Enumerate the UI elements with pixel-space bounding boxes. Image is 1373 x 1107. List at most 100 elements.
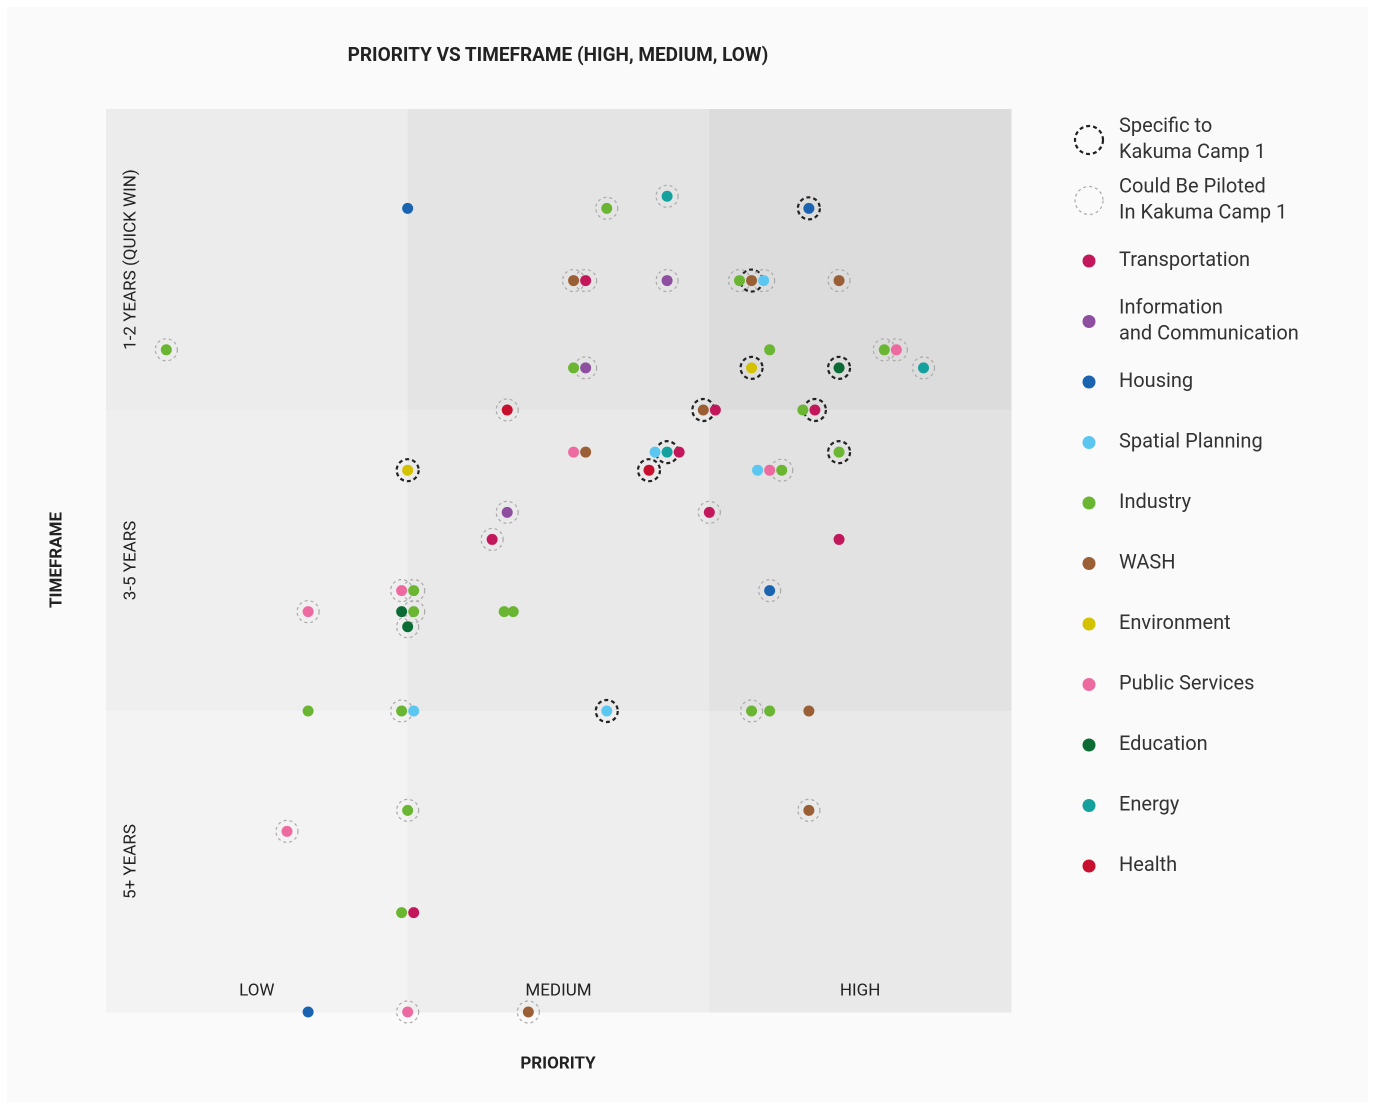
point: [643, 464, 655, 476]
point: [758, 275, 770, 287]
point: [697, 404, 709, 416]
legend-entry: Transportation: [1119, 247, 1250, 271]
legend-entry: Specific to Kakuma Camp 1: [1119, 113, 1266, 163]
legend-entry: Housing: [1119, 368, 1193, 392]
ring: [574, 356, 598, 380]
ring: [739, 699, 764, 723]
point: [803, 202, 815, 214]
ring: [574, 268, 598, 293]
legend-marker: [1082, 496, 1096, 510]
point: [797, 404, 809, 416]
legend-marker: [1082, 678, 1096, 691]
point: [402, 464, 414, 476]
chart-title: PRIORITY VS TIMEFRAME (HIGH, MEDIUM, LOW…: [348, 43, 769, 66]
y-tick-label: 5+ YEARS: [120, 824, 140, 899]
ring: [796, 196, 821, 221]
legend-entry: Health: [1119, 852, 1177, 876]
quadrant: [709, 109, 1012, 411]
point: [396, 585, 408, 597]
ring: [655, 184, 679, 208]
point: [408, 907, 420, 919]
legend-marker: [1082, 859, 1096, 873]
x-axis-title: PRIORITY: [520, 1053, 596, 1073]
ring: [154, 338, 178, 362]
point: [833, 446, 845, 458]
ring: [884, 338, 908, 362]
point: [878, 344, 890, 356]
point: [580, 275, 592, 287]
point: [408, 606, 420, 618]
point: [396, 606, 408, 618]
point: [661, 275, 673, 287]
ring: [396, 1000, 420, 1024]
legend-entry: Spatial Planning: [1119, 429, 1263, 453]
point: [408, 585, 420, 597]
ring: [296, 600, 320, 624]
quadrant: [407, 410, 710, 712]
legend-marker: [1073, 124, 1105, 156]
legend-marker: [1082, 799, 1096, 812]
ring: [802, 397, 828, 423]
point: [803, 705, 815, 717]
point: [601, 705, 613, 717]
legend-marker: [1082, 738, 1096, 752]
point: [764, 585, 776, 597]
point: [803, 804, 815, 816]
point: [809, 404, 821, 416]
point: [918, 362, 930, 374]
quadrant: [709, 410, 1012, 712]
ring: [495, 500, 519, 524]
point: [402, 1006, 414, 1018]
point: [661, 190, 673, 202]
point: [752, 464, 764, 476]
point: [408, 705, 420, 717]
ring: [826, 355, 852, 380]
y-tick-label: 1-2 YEARS (QUICK WIN): [120, 169, 140, 350]
point: [501, 404, 513, 416]
point: [764, 464, 776, 476]
quadrant: [106, 711, 409, 1013]
ring: [396, 798, 420, 822]
ring: [655, 268, 679, 293]
point: [580, 362, 592, 374]
ring: [275, 819, 299, 844]
point: [486, 533, 498, 545]
point: [661, 446, 673, 458]
legend-entry: Could Be Piloted In Kakuma Camp 1: [1119, 174, 1287, 224]
quadrant: [407, 109, 710, 411]
ring: [758, 578, 782, 603]
ring: [595, 196, 619, 220]
legend-entry: Education: [1119, 731, 1208, 755]
legend-entry: WASH: [1119, 550, 1176, 574]
point: [498, 606, 510, 618]
point: [673, 446, 685, 458]
ring: [911, 356, 936, 380]
point: [833, 533, 845, 545]
x-tick-label: MEDIUM: [525, 980, 591, 1000]
point: [764, 705, 776, 717]
quadrant: [106, 410, 409, 712]
x-tick-label: LOW: [239, 980, 274, 1000]
ring: [395, 458, 420, 483]
ring: [770, 458, 794, 482]
point: [601, 202, 613, 214]
point: [501, 506, 513, 518]
point: [703, 506, 715, 518]
ring: [402, 600, 426, 624]
y-axis-title: TIMEFRAME: [46, 512, 66, 608]
legend-marker: [1082, 617, 1096, 631]
ring: [636, 458, 662, 483]
x-tick-label: HIGH: [840, 980, 880, 1000]
ring: [402, 578, 426, 603]
point: [402, 621, 414, 633]
point: [302, 705, 314, 717]
point: [649, 446, 661, 458]
legend-marker: [1082, 557, 1096, 570]
legend-marker: [1082, 315, 1096, 328]
ring: [697, 500, 721, 524]
point: [746, 362, 758, 374]
quadrant: [106, 109, 409, 411]
point: [160, 344, 172, 356]
point: [580, 446, 592, 458]
